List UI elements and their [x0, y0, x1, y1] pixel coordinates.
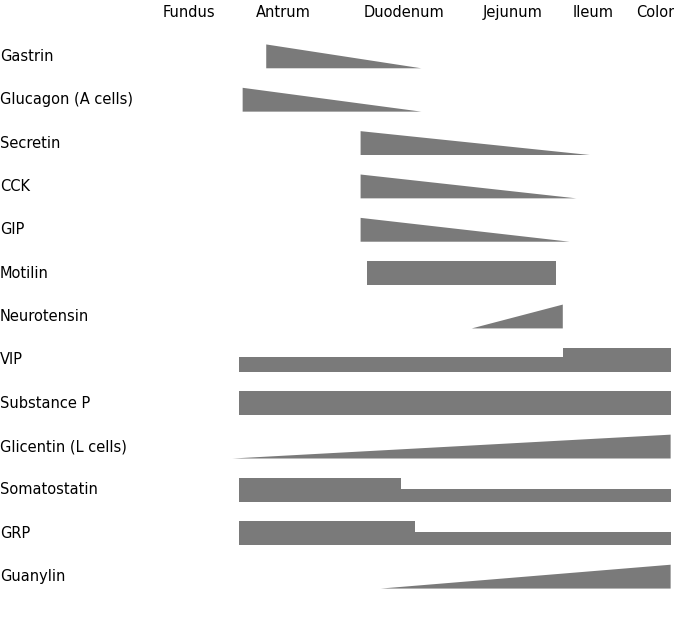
- Polygon shape: [361, 218, 570, 242]
- Text: Antrum: Antrum: [255, 4, 311, 19]
- Text: Guanylin: Guanylin: [0, 569, 65, 584]
- Polygon shape: [361, 174, 576, 198]
- Polygon shape: [239, 391, 671, 415]
- Text: GRP: GRP: [0, 526, 30, 541]
- Text: Ileum: Ileum: [573, 4, 613, 19]
- Text: Duodenum: Duodenum: [364, 4, 445, 19]
- Text: Neurotensin: Neurotensin: [0, 309, 89, 324]
- Text: Somatostatin: Somatostatin: [0, 482, 98, 497]
- Polygon shape: [472, 304, 563, 329]
- Text: GIP: GIP: [0, 223, 24, 237]
- Polygon shape: [239, 478, 671, 502]
- Polygon shape: [239, 521, 671, 545]
- Polygon shape: [243, 88, 421, 112]
- Text: Glucagon (A cells): Glucagon (A cells): [0, 92, 133, 107]
- Polygon shape: [367, 261, 556, 285]
- Polygon shape: [381, 565, 671, 588]
- Text: Colon: Colon: [636, 4, 674, 19]
- Polygon shape: [233, 435, 671, 459]
- Text: Gastrin: Gastrin: [0, 49, 53, 64]
- Polygon shape: [239, 348, 671, 372]
- Text: Secretin: Secretin: [0, 136, 61, 151]
- Text: Fundus: Fundus: [162, 4, 215, 19]
- Polygon shape: [361, 131, 590, 155]
- Text: VIP: VIP: [0, 352, 23, 368]
- Text: CCK: CCK: [0, 179, 30, 194]
- Text: Glicentin (L cells): Glicentin (L cells): [0, 439, 127, 454]
- Text: Motilin: Motilin: [0, 265, 49, 281]
- Polygon shape: [266, 45, 421, 68]
- Text: Substance P: Substance P: [0, 396, 90, 410]
- Text: Jejunum: Jejunum: [483, 4, 542, 19]
